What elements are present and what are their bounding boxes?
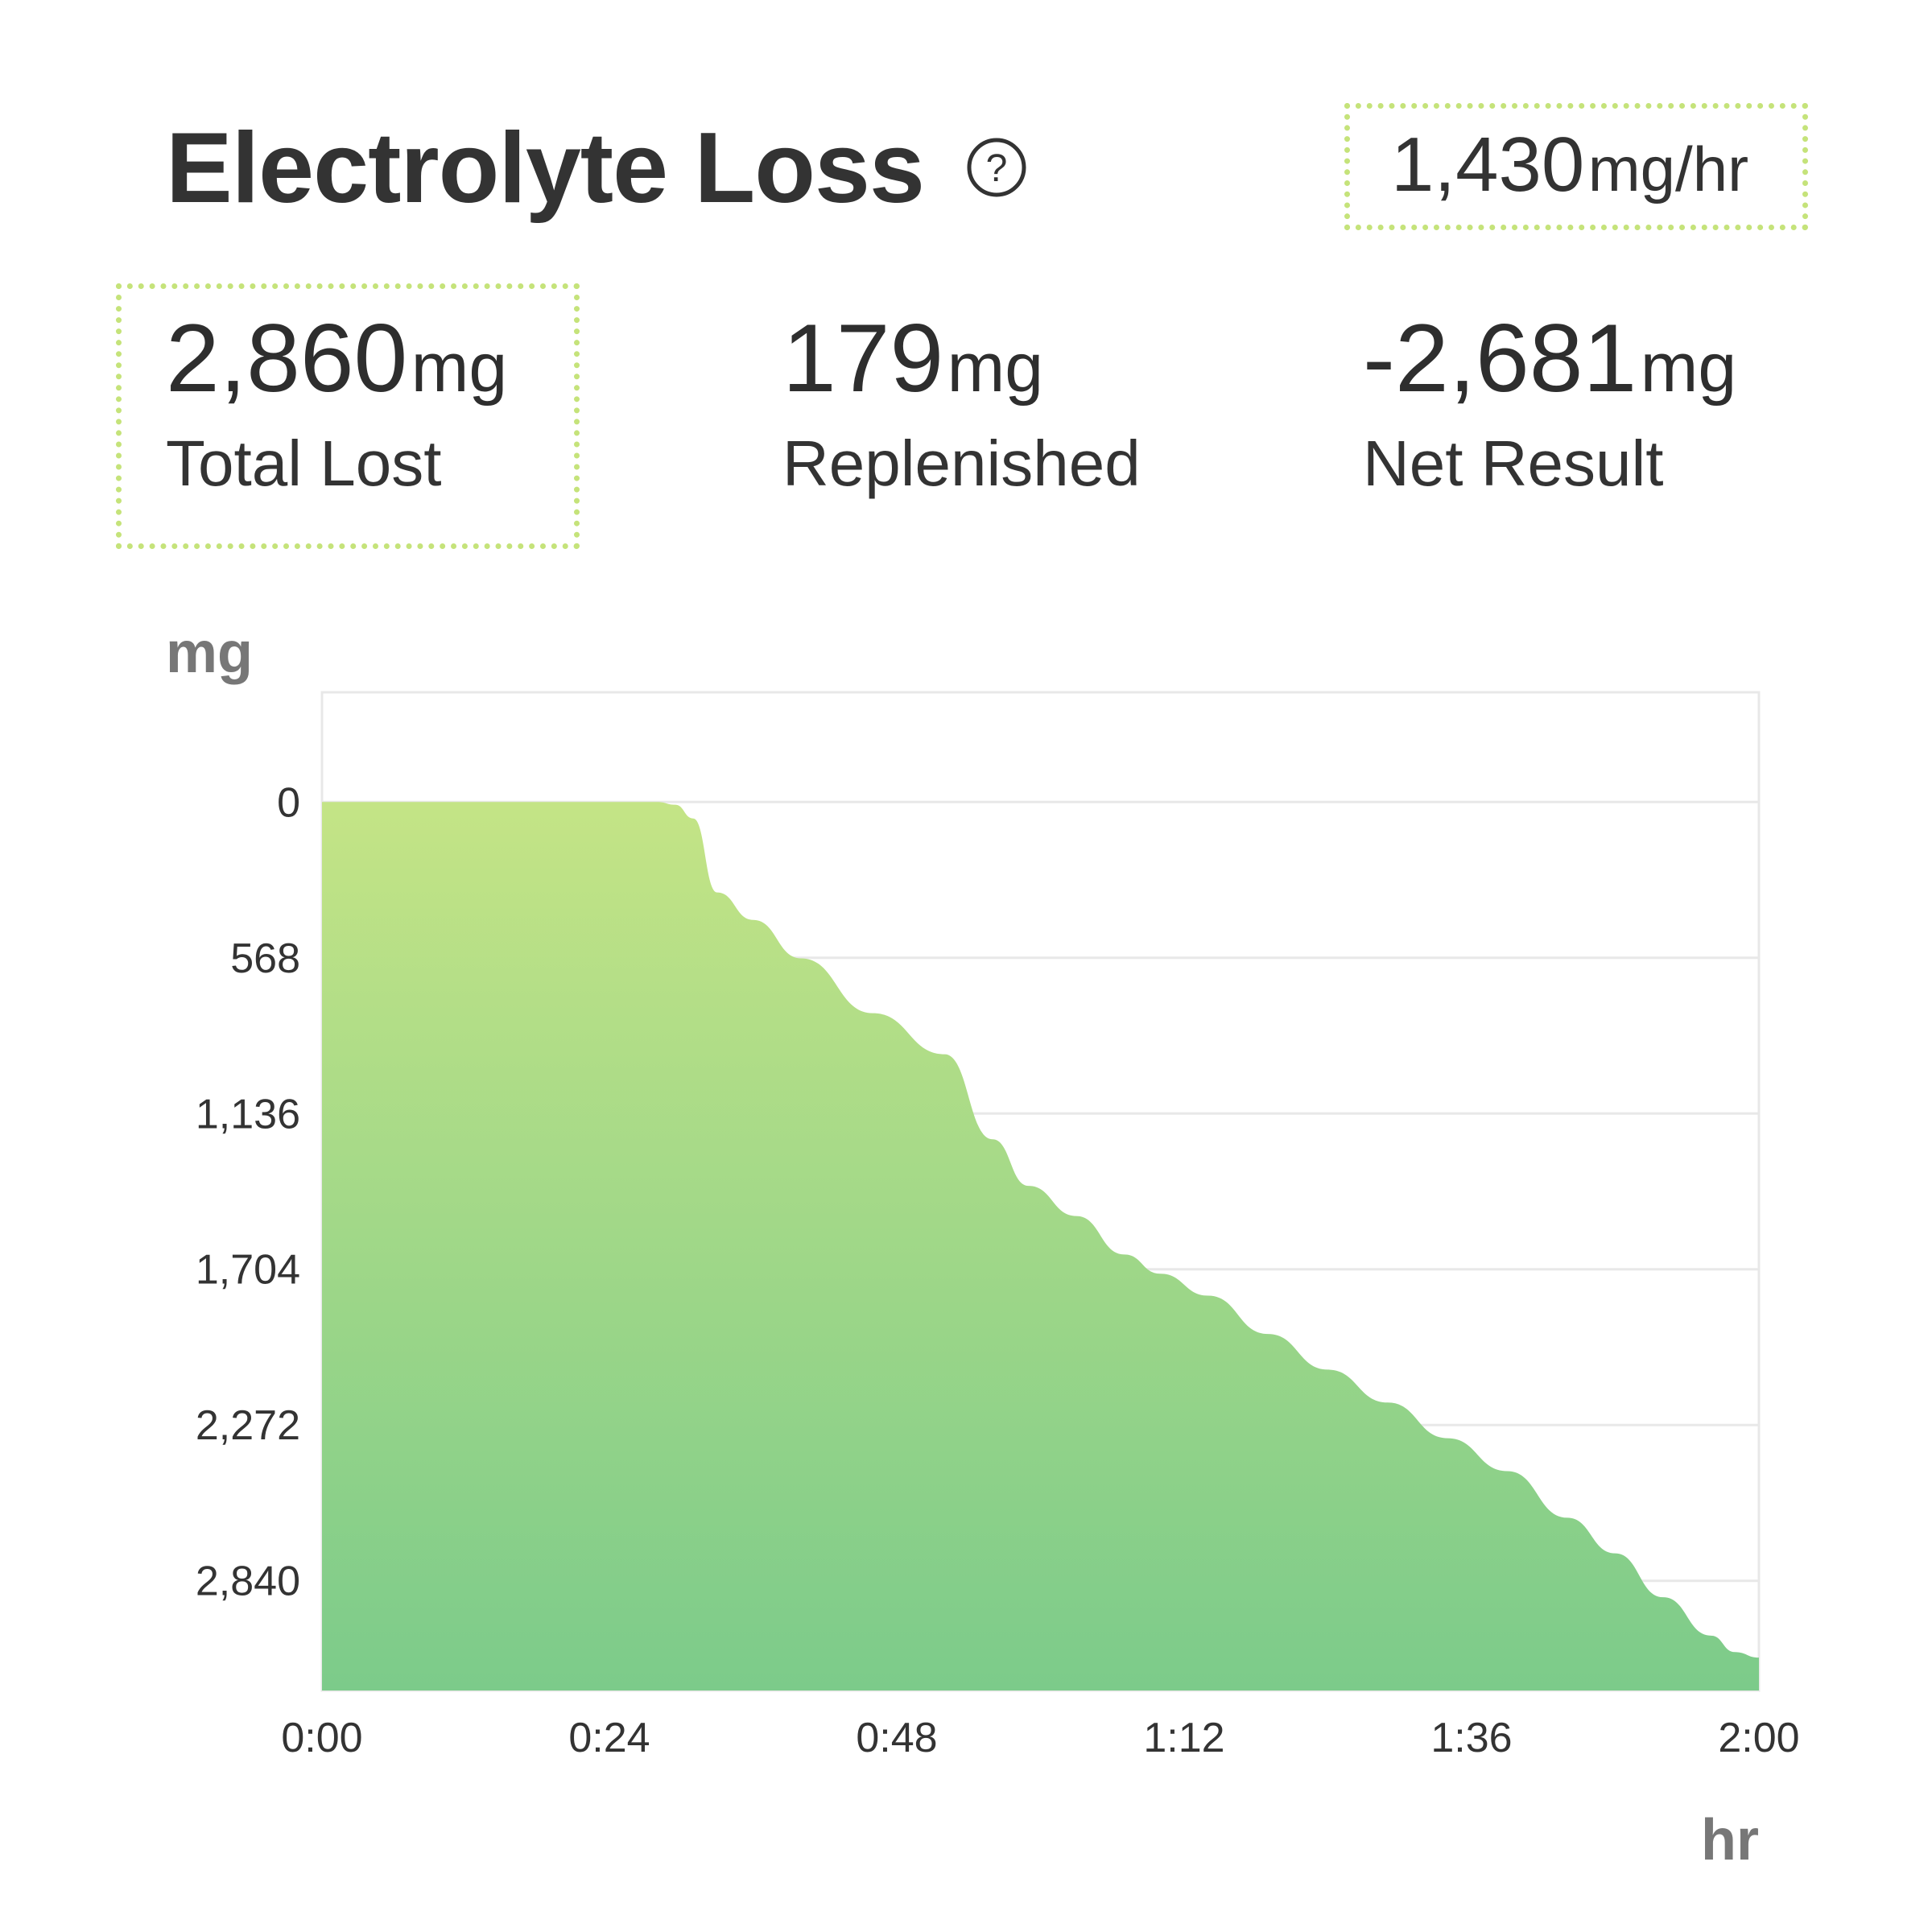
- rate-value: 1,430: [1391, 122, 1585, 208]
- total-lost-highlight-box: [116, 283, 580, 549]
- x-tick-label: 0:24: [568, 1715, 650, 1761]
- stat-total-lost: 2,860 mg Total Lost: [166, 303, 507, 501]
- stat-value: 2,860: [166, 304, 408, 412]
- y-tick-label: 1,136: [196, 1091, 300, 1137]
- stat-label: Net Result: [1363, 427, 1664, 499]
- y-tick-label: 568: [230, 935, 300, 982]
- electrolyte-loss-area: [322, 802, 1759, 1691]
- stat-label: Total Lost: [166, 427, 442, 499]
- stat-unit: mg: [947, 329, 1044, 407]
- stat-unit: mg: [1640, 329, 1737, 407]
- stat-net-result: -2,681 mg Net Result: [1363, 303, 1736, 501]
- y-tick-label: 0: [277, 779, 300, 826]
- stat-value: -2,681: [1363, 304, 1637, 412]
- question-circle-icon[interactable]: ?: [964, 135, 1061, 232]
- rate-unit: mg/hr: [1587, 134, 1749, 204]
- y-tick-label: 2,272: [196, 1402, 300, 1449]
- page-title: Electrolyte Loss: [166, 113, 925, 224]
- x-tick-label: 2:00: [1718, 1715, 1799, 1761]
- x-tick-label: 1:12: [1143, 1715, 1224, 1761]
- x-axis-unit-label: hr: [1701, 1808, 1759, 1872]
- x-tick-label: 0:48: [856, 1715, 937, 1761]
- rate-display: 1,430 mg/hr: [1391, 121, 1748, 209]
- stat-label: Replenished: [782, 427, 1141, 499]
- y-tick-label: 1,704: [196, 1247, 300, 1294]
- svg-text:?: ?: [986, 147, 1008, 190]
- x-tick-label: 0:00: [281, 1715, 362, 1761]
- rate-highlight-box: [1344, 103, 1808, 230]
- stat-unit: mg: [411, 329, 508, 407]
- stat-value: 179: [782, 304, 944, 412]
- stat-replenished: 179 mg Replenished: [782, 303, 1141, 501]
- y-tick-label: 2,840: [196, 1558, 300, 1605]
- x-tick-label: 1:36: [1430, 1715, 1512, 1761]
- y-axis-unit-label: mg: [166, 621, 253, 685]
